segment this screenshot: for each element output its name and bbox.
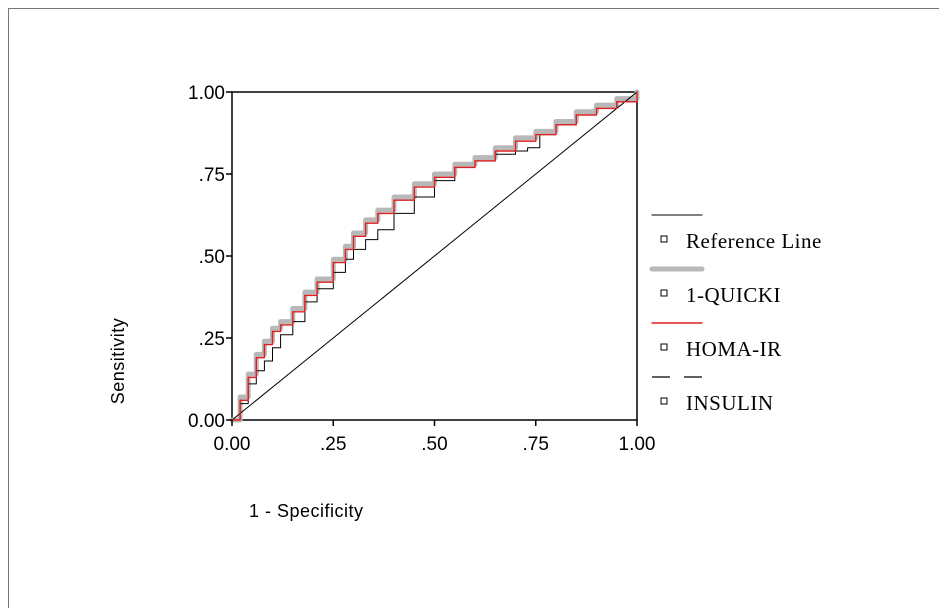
legend-item-insulin: INSULIN [652,376,774,415]
legend-label: INSULIN [686,391,774,415]
chart-frame [8,8,939,608]
legend-label: 1-QUICKI [686,283,781,307]
y-tick-label: .50 [199,247,225,268]
x-axis: 0.00 .25 .50 .75 1.00 [214,420,656,455]
series-line-homa-ir [231,91,638,421]
legend-item-homa-ir: HOMA-IR [651,322,782,361]
legend-marker-icon [660,235,668,243]
plot-area [229,89,640,423]
series-line-reference-line [231,91,638,421]
x-tick-label: 1.00 [619,434,656,455]
x-tick-label: .75 [523,434,549,455]
legend-marker-icon [660,343,668,351]
y-axis-title: Sensitivity [108,318,128,405]
y-tick-label: 1.00 [188,83,225,104]
x-tick-label: 0.00 [214,434,251,455]
legend: Reference Line 1-QUICKI HOMA-IR INSULIN [649,214,822,415]
legend-item-reference-line: Reference Line [651,214,822,253]
legend-marker-icon [660,397,668,405]
y-tick-label: .75 [199,165,225,186]
legend-marker-icon [660,289,668,297]
legend-label: Reference Line [686,229,822,253]
legend-label: HOMA-IR [686,337,782,361]
roc-chart: 0.00 .25 .50 .75 1.00 0.00 .25 .50 .75 1.00 Sens… [108,83,822,521]
x-tick-label: .50 [421,434,447,455]
y-tick-label: 0.00 [188,411,225,432]
x-tick-label: .25 [320,434,346,455]
legend-item-1-quicki: 1-QUICKI [649,266,781,307]
y-axis: 0.00 .25 .50 .75 1.00 [188,83,232,432]
y-tick-label: .25 [199,329,225,350]
x-axis-title: 1 - Specificity [249,501,364,521]
